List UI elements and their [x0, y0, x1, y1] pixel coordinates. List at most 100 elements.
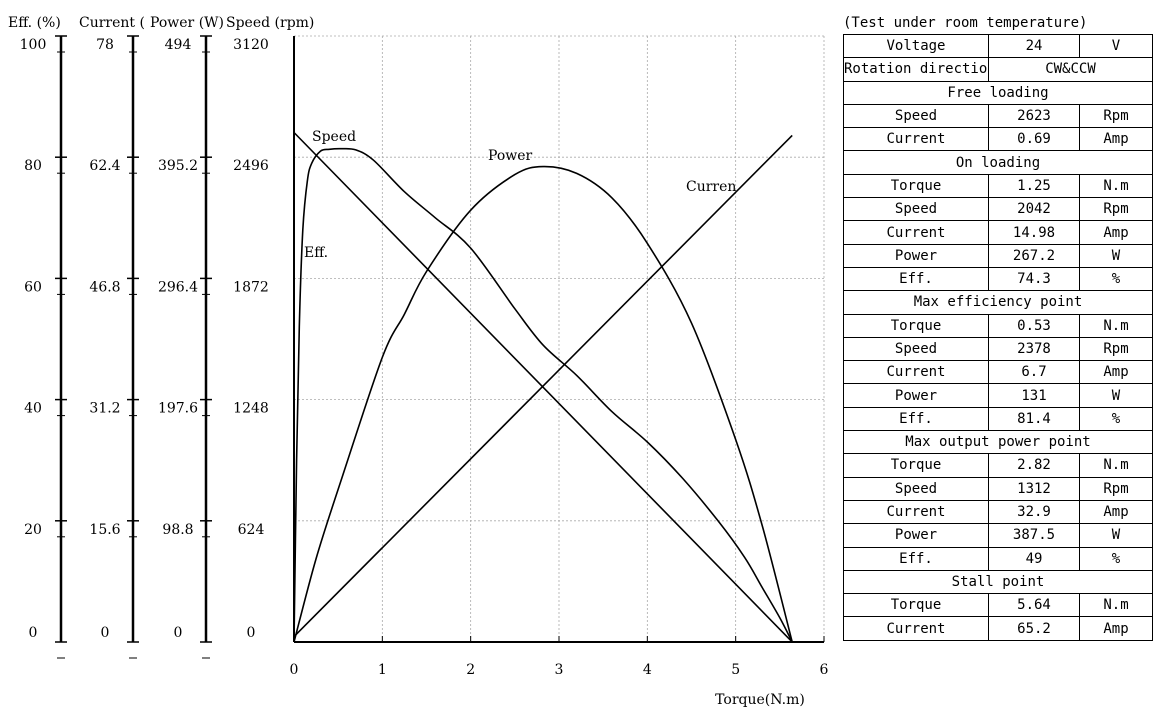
- spec-row: Eff. 74.3%: [843, 266, 1153, 292]
- spec-section-row: Max efficiency point: [843, 290, 1153, 315]
- y-tick-label: 0: [29, 625, 38, 641]
- x-tick-label: 2: [466, 662, 475, 678]
- spec-param: Torque: [843, 173, 989, 199]
- y-tick-label: 0: [247, 625, 256, 641]
- series-line-power: [293, 165, 793, 643]
- spec-param: Power: [843, 523, 989, 548]
- x-tick-label: 5: [731, 662, 740, 678]
- spec-row: Power 387.5 W: [843, 523, 1153, 548]
- y-axis-speed: Speed (rpm) 3120 2496 1872 1248 624 0: [226, 15, 314, 641]
- spec-section-row: On loading: [843, 150, 1153, 175]
- spec-section-header: On loading: [843, 150, 1153, 175]
- spec-unit: Rpm: [1079, 103, 1153, 129]
- y-tick-label: 46.8: [89, 279, 120, 295]
- spec-unit: Amp: [1079, 360, 1153, 385]
- spec-value: 267.2: [988, 243, 1080, 268]
- spec-row: Power 267.2 W: [843, 243, 1153, 268]
- spec-value: 131: [988, 383, 1080, 408]
- spec-value: 1312: [988, 476, 1080, 501]
- spec-unit: W: [1079, 523, 1153, 548]
- spec-unit: Amp: [1079, 127, 1153, 152]
- series-line-curren: [293, 134, 793, 638]
- spec-param: Eff.: [843, 406, 989, 432]
- spec-param: Power: [843, 243, 989, 268]
- y-tick-label: 98.8: [162, 522, 193, 538]
- y-tick-label: 80: [24, 158, 42, 174]
- series-label-speed: Speed: [312, 129, 356, 145]
- y-tick-label: 100: [20, 37, 47, 53]
- spec-param: Current: [843, 499, 989, 525]
- spec-row: Speed 2042 Rpm: [843, 197, 1153, 222]
- spec-unit: N.m: [1079, 173, 1153, 199]
- spec-row: Current 65.2 Amp: [843, 616, 1153, 641]
- spec-row: Current 14.98 Amp: [843, 220, 1153, 245]
- spec-panel: (Test under room temperature) Voltage 24 V…: [843, 12, 1153, 641]
- spec-param: Current: [843, 220, 989, 245]
- y-tick-label: 78: [96, 37, 114, 53]
- y-axis-eff: Eff. (%) 100 80 60 40 20 0: [8, 15, 67, 659]
- spec-value: CW&CCW: [988, 57, 1153, 82]
- spec-param: Speed: [843, 476, 989, 501]
- spec-value: 2042: [988, 197, 1080, 222]
- x-axis: 0 1 2 3 4 5 6: [290, 36, 829, 678]
- series-label-power: Power: [488, 148, 533, 164]
- y-axis-title: Speed (rpm): [226, 15, 314, 31]
- spec-table: Voltage 24 V Rotation direction CW&CCW Free l…: [843, 33, 1153, 641]
- spec-unit: W: [1079, 243, 1153, 268]
- series-label-curren: Curren: [686, 179, 736, 195]
- spec-unit: N.m: [1079, 313, 1153, 338]
- spec-section-row: Free loading: [843, 80, 1153, 105]
- spec-section-header: Stall point: [843, 569, 1153, 595]
- spec-row: Speed 2378 Rpm: [843, 336, 1153, 362]
- spec-value: 81.4: [988, 406, 1080, 432]
- spec-unit: Rpm: [1079, 476, 1153, 501]
- spec-value: 0.69: [988, 127, 1080, 152]
- spec-unit: %: [1079, 546, 1153, 571]
- spec-value: 1.25: [988, 173, 1080, 199]
- spec-value: 32.9: [988, 499, 1080, 525]
- spec-row: Torque 0.53 N.m: [843, 313, 1153, 338]
- spec-value: 49: [988, 546, 1080, 571]
- test-condition-note: (Test under room temperature): [843, 15, 1088, 31]
- spec-row: Current 6.7 Amp: [843, 360, 1153, 385]
- y-tick-label: 1248: [233, 401, 269, 417]
- spec-unit: Rpm: [1079, 336, 1153, 362]
- x-tick-label: 6: [820, 662, 829, 678]
- spec-param: Eff.: [843, 546, 989, 571]
- y-tick-label: 40: [24, 401, 42, 417]
- spec-row: Eff. 81.4%: [843, 406, 1153, 432]
- series-line-eff: [293, 147, 793, 643]
- spec-section-row: Stall point: [843, 569, 1153, 595]
- spec-unit: W: [1079, 383, 1153, 408]
- y-axes: Eff. (%) 100 80 60 40 20 0 Current (78 62.4 46.8 3…: [8, 15, 314, 659]
- y-tick-label: 1872: [233, 279, 269, 295]
- y-axis-title: Eff. (%): [8, 15, 61, 31]
- spec-value: 74.3: [988, 266, 1080, 292]
- spec-row: Speed 2623 Rpm: [843, 103, 1153, 129]
- y-tick-label: 60: [24, 279, 42, 295]
- spec-section-header: Max efficiency point: [843, 290, 1153, 315]
- y-axis-current: Current (78 62.4 46.8 31.2 15.6 0: [79, 15, 145, 659]
- spec-param: Torque: [843, 453, 989, 478]
- spec-value: 387.5: [988, 523, 1080, 548]
- y-axis-title: Power (W): [150, 15, 224, 31]
- spec-param: Speed: [843, 197, 989, 222]
- spec-section-row: Max output power point: [843, 430, 1153, 455]
- spec-unit: Amp: [1079, 499, 1153, 525]
- spec-row: Rotation direction CW&CCW: [843, 57, 1153, 82]
- spec-unit: %: [1079, 406, 1153, 432]
- y-tick-label: 494: [165, 37, 192, 53]
- spec-row: Voltage 24 V: [843, 33, 1153, 59]
- spec-value: 14.98: [988, 220, 1080, 245]
- spec-param: Rotation direction: [843, 57, 989, 82]
- y-tick-label: 395.2: [158, 158, 198, 174]
- spec-row: Eff. 49%: [843, 546, 1153, 571]
- plot-grid: [294, 35, 825, 642]
- spec-value: 6.7: [988, 360, 1080, 385]
- spec-section-header: Free loading: [843, 80, 1153, 105]
- spec-param: Power: [843, 383, 989, 408]
- spec-unit: %: [1079, 266, 1153, 292]
- x-axis-title: Torque(N.m): [715, 692, 805, 707]
- spec-value: 24: [988, 33, 1080, 59]
